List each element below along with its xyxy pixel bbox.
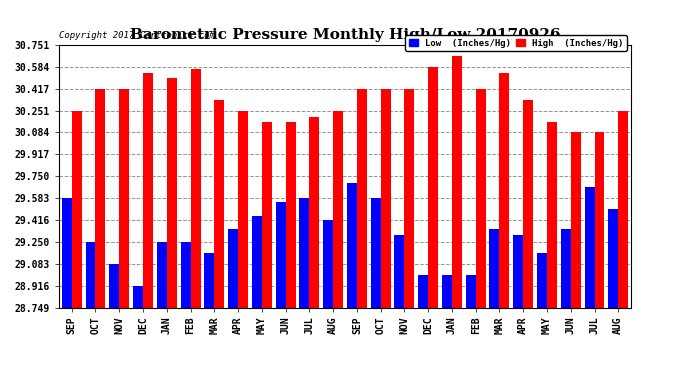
Bar xyxy=(547,122,557,308)
Bar xyxy=(452,56,462,308)
Bar xyxy=(428,67,438,308)
Bar xyxy=(500,74,509,308)
Bar xyxy=(584,187,595,308)
Bar xyxy=(381,89,391,308)
Bar xyxy=(347,183,357,308)
Bar xyxy=(143,74,153,308)
Bar xyxy=(204,253,215,308)
Bar xyxy=(72,111,81,308)
Bar xyxy=(215,100,224,308)
Bar xyxy=(61,198,72,308)
Bar xyxy=(299,198,309,308)
Bar xyxy=(252,216,262,308)
Bar xyxy=(309,117,319,308)
Bar xyxy=(395,235,404,308)
Bar xyxy=(86,242,95,308)
Bar xyxy=(133,286,143,308)
Bar xyxy=(475,89,486,308)
Bar xyxy=(489,229,500,308)
Bar xyxy=(323,220,333,308)
Bar xyxy=(442,274,452,308)
Bar xyxy=(595,132,604,308)
Bar xyxy=(537,253,547,308)
Bar xyxy=(157,242,167,308)
Bar xyxy=(238,111,248,308)
Bar xyxy=(167,78,177,308)
Bar xyxy=(609,209,618,308)
Bar xyxy=(275,202,286,308)
Bar xyxy=(618,111,629,308)
Bar xyxy=(333,111,343,308)
Bar xyxy=(190,69,201,308)
Bar xyxy=(109,264,119,308)
Title: Barometric Pressure Monthly High/Low 20170926: Barometric Pressure Monthly High/Low 201… xyxy=(130,28,560,42)
Bar xyxy=(228,229,238,308)
Bar xyxy=(95,89,106,308)
Bar xyxy=(561,229,571,308)
Bar xyxy=(262,122,272,308)
Bar xyxy=(466,274,475,308)
Bar xyxy=(119,89,129,308)
Bar xyxy=(286,122,295,308)
Bar xyxy=(571,132,581,308)
Bar xyxy=(371,198,381,308)
Bar xyxy=(418,274,428,308)
Bar xyxy=(181,242,190,308)
Legend: Low  (Inches/Hg), High  (Inches/Hg): Low (Inches/Hg), High (Inches/Hg) xyxy=(405,35,627,51)
Bar xyxy=(523,100,533,308)
Bar xyxy=(357,89,367,308)
Bar xyxy=(513,235,523,308)
Text: Copyright 2017 Cartronics.com: Copyright 2017 Cartronics.com xyxy=(59,31,215,40)
Bar xyxy=(404,89,415,308)
